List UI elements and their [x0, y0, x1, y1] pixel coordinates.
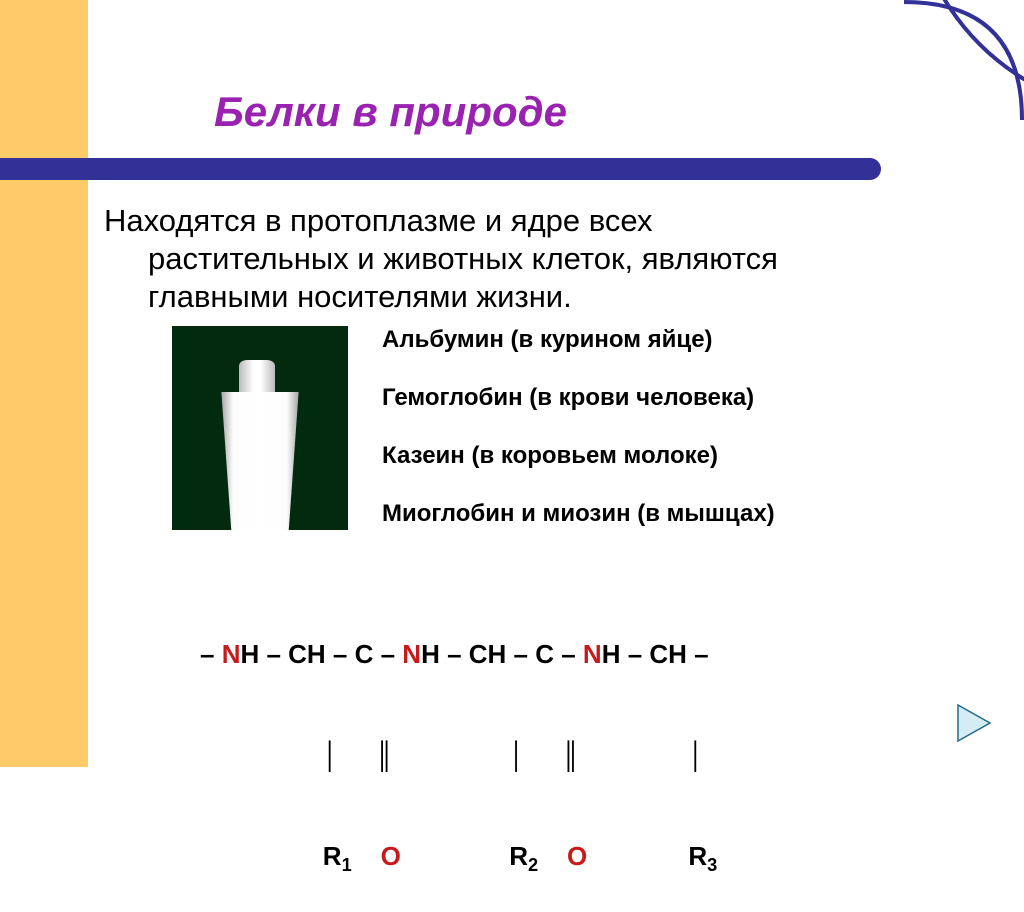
chemical-formula: – NH – CH – C – NH – CH – C – NH – CH – … [200, 570, 717, 912]
glass-illustration [205, 366, 315, 530]
next-slide-button[interactable] [952, 699, 1000, 747]
body-line: Находятся в протоплазме и ядре всех [104, 203, 652, 238]
slide-title: Белки в природе [214, 88, 567, 136]
body-line: главными носителями жизни. [104, 278, 934, 316]
body-paragraph: Находятся в протоплазме и ядре всех раст… [104, 202, 934, 315]
title-underline-bar [0, 158, 880, 180]
formula-line-2: │ ║ │ ║ │ [200, 739, 717, 773]
list-item: Миоглобин и миозин (в мышцах) [382, 500, 942, 528]
formula-line-1: – NH – CH – C – NH – CH – C – NH – CH – [200, 638, 717, 672]
list-item: Альбумин (в курином яйце) [382, 326, 942, 354]
list-item: Казеин (в коровьем молоке) [382, 442, 942, 470]
corner-decoration [904, 0, 1024, 120]
body-line: растительных и животных клеток, являются [104, 240, 934, 278]
list-item: Гемоглобин (в крови человека) [382, 384, 942, 412]
sidebar-accent [0, 0, 88, 767]
protein-examples-list: Альбумин (в курином яйце) Гемоглобин (в … [382, 326, 942, 558]
arrow-right-icon [952, 699, 1000, 747]
milk-glass-image [172, 326, 348, 530]
formula-line-3: R1 O R2 O R3 [200, 840, 717, 878]
